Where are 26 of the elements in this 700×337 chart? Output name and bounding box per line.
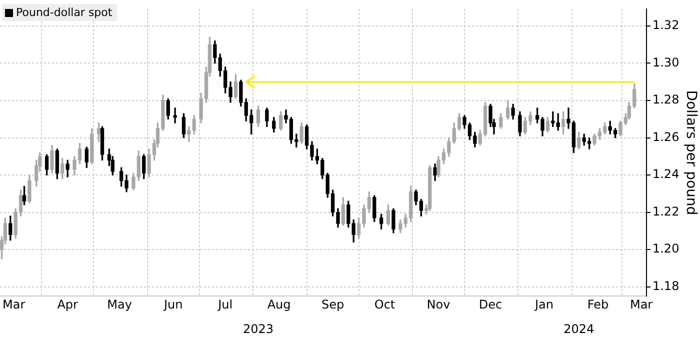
x2-tick-label: 2023	[242, 322, 274, 336]
y-tick-label: 1.28	[652, 92, 680, 107]
x-tick-label: Mar	[630, 298, 653, 312]
x-tick-label: Jan	[534, 298, 554, 312]
x-tick-label: Apr	[57, 298, 78, 312]
y-axis-title: Dollars per pound	[682, 90, 699, 216]
x-tick-label: May	[107, 298, 132, 312]
x-tick-label: Feb	[587, 298, 609, 312]
y-tick-label: 1.30	[652, 55, 680, 70]
x-tick-label: Mar	[2, 298, 26, 312]
x-tick-label: Oct	[374, 298, 396, 312]
x2-tick-label: 2024	[564, 322, 594, 336]
legend-label: Pound-dollar spot	[16, 6, 112, 19]
x-tick-label: Sep	[321, 298, 344, 312]
y-tick-label: 1.20	[652, 242, 680, 256]
y-tick-label: 1.22	[652, 204, 680, 218]
y-tick-label: 1.18	[652, 279, 680, 294]
x-tick-label: Jul	[217, 298, 233, 312]
y-tick-label: 1.26	[652, 130, 680, 144]
x-tick-label: Aug	[267, 298, 291, 312]
x-tick-label: Nov	[426, 298, 450, 312]
x-tick-label: Jun	[162, 298, 183, 312]
x-tick-label: Dec	[478, 298, 502, 312]
y-tick-label: 1.32	[652, 18, 680, 32]
candlestick	[173, 108, 177, 124]
y-tick-label: 1.24	[652, 167, 680, 182]
